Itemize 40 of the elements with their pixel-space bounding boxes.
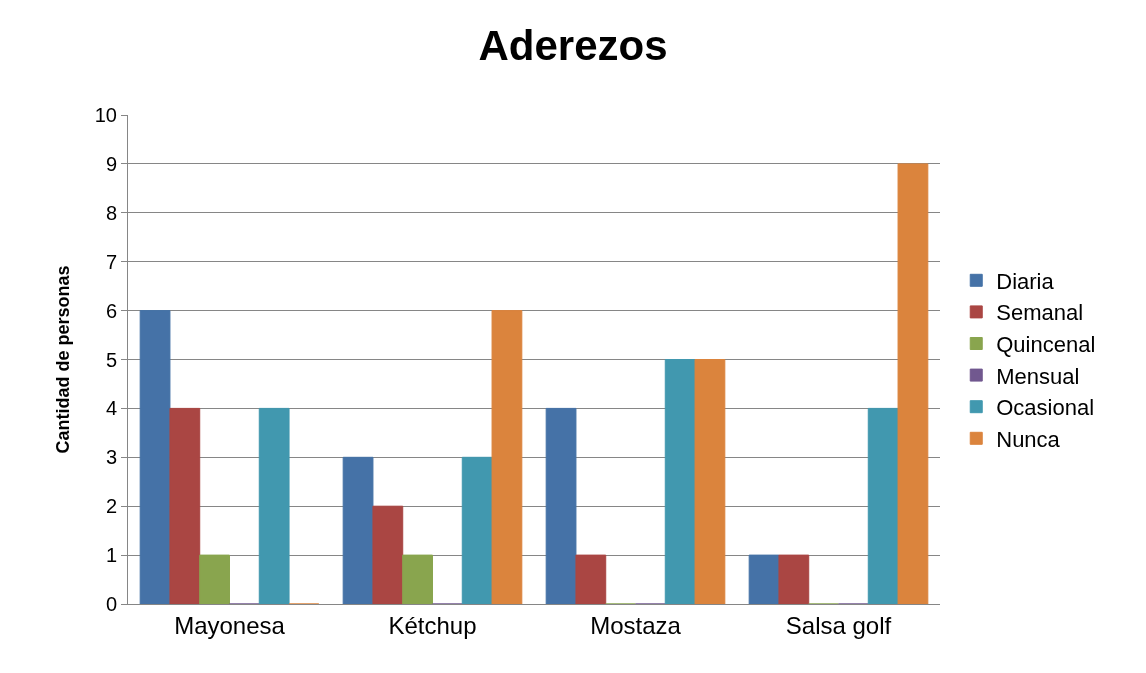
bar (199, 554, 230, 604)
legend-label: Semanal (996, 300, 1084, 326)
y-tick-label: 9 (105, 152, 117, 175)
bar (664, 359, 696, 604)
bar (575, 554, 607, 604)
legend-label: Mensual (996, 363, 1080, 389)
bar (867, 407, 899, 604)
bar (342, 456, 374, 604)
legend-label: Ocasional (996, 395, 1095, 421)
x-tick-label: Mostaza (590, 611, 682, 639)
y-tick-label: 3 (105, 446, 117, 469)
x-tick-label: Mayonesa (174, 611, 286, 639)
y-tick-label: 10 (94, 104, 117, 126)
x-tick-label: Salsa golf (785, 611, 892, 639)
bar (461, 456, 493, 604)
chart-title: Aderezos (478, 21, 668, 69)
bar (491, 310, 523, 604)
bar (402, 554, 433, 604)
y-tick-label: 6 (105, 299, 117, 322)
bar (258, 407, 290, 604)
bar (897, 163, 929, 604)
bar (169, 407, 201, 604)
y-tick-label: 2 (105, 495, 117, 518)
bar (694, 359, 726, 604)
y-tick-label: 7 (105, 250, 117, 273)
y-tick-label: 1 (105, 544, 117, 567)
bar (748, 554, 780, 604)
y-tick-label: 8 (105, 201, 117, 224)
bar (139, 310, 171, 604)
y-tick-label: 4 (105, 397, 117, 420)
x-tick-label: Kétchup (388, 611, 477, 639)
bar (778, 554, 810, 604)
legend-label: Nunca (996, 426, 1061, 452)
bar (372, 505, 404, 604)
y-tick-label: 0 (105, 593, 117, 615)
y-tick-label: 5 (105, 348, 117, 371)
y-axis-title: Cantidad de personas (52, 265, 73, 454)
legend-label: Diaria (996, 268, 1055, 294)
bar (545, 407, 577, 604)
legend-label: Quincenal (996, 332, 1096, 358)
